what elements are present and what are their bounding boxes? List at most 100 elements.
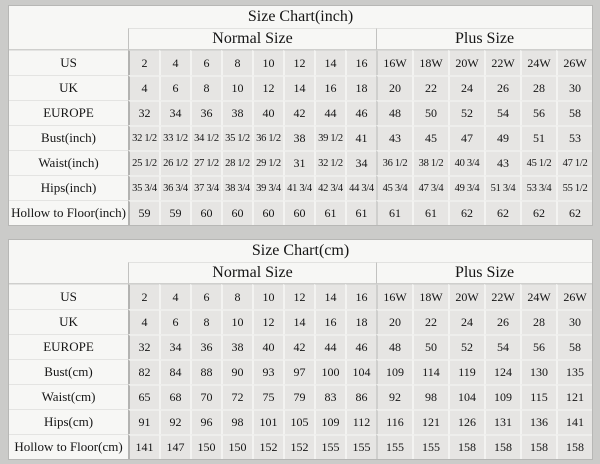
size-cell: 109	[376, 359, 412, 384]
size-cell: 54	[484, 100, 520, 125]
size-cell: 60	[221, 200, 252, 225]
size-cell: 38	[221, 334, 252, 359]
size-cell: 114	[412, 359, 448, 384]
size-cell: 10	[252, 50, 283, 75]
size-cell: 16W	[376, 50, 412, 75]
row-label: Bust(cm)	[9, 359, 128, 384]
size-cell: 152	[283, 434, 314, 459]
size-cell: 6	[159, 75, 190, 100]
size-cell: 150	[190, 434, 221, 459]
table-title: Size Chart(cm)	[9, 240, 593, 262]
size-cell: 55 1/2	[556, 175, 593, 200]
size-cell: 20	[376, 309, 412, 334]
size-cell: 32 1/2	[314, 150, 345, 175]
size-cell: 8	[190, 75, 221, 100]
size-cell: 41	[345, 125, 376, 150]
size-cell: 65	[128, 384, 159, 409]
size-cell: 16W	[376, 284, 412, 309]
size-cell: 39 3/4	[252, 175, 283, 200]
size-cell: 131	[484, 409, 520, 434]
row-label: UK	[9, 309, 128, 334]
size-cell: 14	[314, 284, 345, 309]
size-cell: 51	[520, 125, 556, 150]
size-cell: 50	[412, 334, 448, 359]
size-cell: 16	[314, 309, 345, 334]
size-cell: 147	[159, 434, 190, 459]
size-cell: 56	[520, 334, 556, 359]
size-cell: 38	[283, 125, 314, 150]
size-cell: 4	[159, 50, 190, 75]
size-cell: 52	[448, 334, 484, 359]
size-cell: 36	[190, 100, 221, 125]
size-cell: 104	[448, 384, 484, 409]
size-cell: 22	[412, 75, 448, 100]
size-cell: 27 1/2	[190, 150, 221, 175]
normal-size-header: Normal Size	[128, 28, 376, 50]
size-cell: 158	[484, 434, 520, 459]
size-cell: 32	[128, 100, 159, 125]
size-cell: 130	[520, 359, 556, 384]
table-row: Bust(inch) 32 1/2 33 1/2 34 1/2 35 1/2 36 1/2…	[9, 125, 593, 150]
size-cell: 155	[345, 434, 376, 459]
size-cell: 44 3/4	[345, 175, 376, 200]
size-cell: 36 3/4	[159, 175, 190, 200]
size-cell: 22W	[484, 284, 520, 309]
size-cell: 41 3/4	[283, 175, 314, 200]
size-cell: 62	[448, 200, 484, 225]
size-cell: 101	[252, 409, 283, 434]
size-cell: 84	[159, 359, 190, 384]
size-cell: 32 1/2	[128, 125, 159, 150]
size-cell: 6	[190, 284, 221, 309]
row-label: US	[9, 284, 128, 309]
size-cell: 92	[376, 384, 412, 409]
size-cell: 47	[448, 125, 484, 150]
size-cell: 18W	[412, 284, 448, 309]
size-cell: 43	[376, 125, 412, 150]
size-cell: 47 1/2	[556, 150, 593, 175]
size-cell: 79	[283, 384, 314, 409]
table-row: Hips(cm) 91 92 96 98 101 105 109 112 116 121 126 131…	[9, 409, 593, 434]
size-cell: 109	[314, 409, 345, 434]
size-cell: 141	[128, 434, 159, 459]
size-cell: 98	[221, 409, 252, 434]
size-cell: 39 1/2	[314, 125, 345, 150]
size-cell: 2	[128, 284, 159, 309]
size-cell: 136	[520, 409, 556, 434]
row-label: Waist(cm)	[9, 384, 128, 409]
table-title-row: Size Chart(inch)	[9, 6, 593, 28]
size-cell: 90	[221, 359, 252, 384]
size-cell: 115	[520, 384, 556, 409]
size-chart-inch-table: Size Chart(inch) Normal Size Plus Size U…	[8, 5, 594, 226]
size-cell: 30	[556, 309, 593, 334]
size-cell: 14	[314, 50, 345, 75]
table-title-row: Size Chart(cm)	[9, 240, 593, 262]
size-cell: 53 3/4	[520, 175, 556, 200]
size-cell: 6	[190, 50, 221, 75]
size-cell: 40	[252, 100, 283, 125]
size-cell: 24W	[520, 50, 556, 75]
size-cell: 20	[376, 75, 412, 100]
size-cell: 158	[520, 434, 556, 459]
size-cell: 4	[128, 309, 159, 334]
size-cell: 24	[448, 75, 484, 100]
row-label: Hollow to Floor(cm)	[9, 434, 128, 459]
size-cell: 141	[556, 409, 593, 434]
size-cell: 60	[252, 200, 283, 225]
size-cell: 12	[283, 284, 314, 309]
size-cell: 121	[556, 384, 593, 409]
size-cell: 10	[221, 75, 252, 100]
size-cell: 150	[221, 434, 252, 459]
size-cell: 60	[283, 200, 314, 225]
size-cell: 38 1/2	[412, 150, 448, 175]
corner-cell	[9, 28, 128, 50]
size-cell: 105	[283, 409, 314, 434]
table-row: US 2 4 6 8 10 12 14 16 16W 18W 20W 22W 24W 26W	[9, 284, 593, 309]
row-label: Hips(inch)	[9, 175, 128, 200]
size-cell: 12	[252, 75, 283, 100]
size-cell: 8	[221, 50, 252, 75]
table-row: Hips(inch) 35 3/4 36 3/4 37 3/4 38 3/4 39 3/4…	[9, 175, 593, 200]
table-row: Waist(cm) 65 68 70 72 75 79 83 86 92 98 104 109 115 12…	[9, 384, 593, 409]
size-cell: 48	[376, 100, 412, 125]
size-cell: 47 3/4	[412, 175, 448, 200]
